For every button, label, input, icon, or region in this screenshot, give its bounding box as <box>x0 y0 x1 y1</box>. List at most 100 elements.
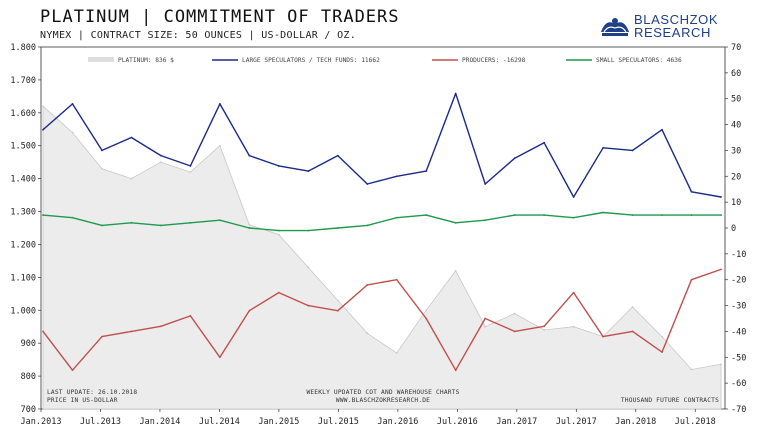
legend-label: PLATINUM: 836 $ <box>118 57 174 64</box>
data-point <box>101 167 103 170</box>
data-point <box>277 229 280 232</box>
y-right-tick-label: 0 <box>731 224 736 234</box>
data-point <box>720 214 722 216</box>
x-tick-label: Jan.2016 <box>377 417 418 427</box>
data-point <box>602 335 604 338</box>
y-left-tick-label: 1.200 <box>10 240 36 250</box>
data-point <box>720 363 722 366</box>
data-point <box>602 146 604 149</box>
data-point <box>572 216 575 219</box>
data-point <box>454 369 457 372</box>
x-tick-label: Jan.2017 <box>496 417 537 427</box>
data-point <box>366 283 369 286</box>
data-point <box>71 369 74 372</box>
data-point <box>42 105 44 108</box>
y-right-tick-label: -60 <box>731 379 746 389</box>
data-point <box>484 317 487 320</box>
data-point <box>130 330 133 333</box>
logo-line-1: BLASCHZOK <box>634 12 719 27</box>
data-point <box>661 335 663 338</box>
data-point <box>218 144 221 147</box>
data-point <box>572 325 575 328</box>
data-point <box>277 233 280 236</box>
y-left-tick-label: 1.700 <box>10 76 36 86</box>
data-point <box>277 165 280 167</box>
data-point <box>336 309 339 312</box>
y-left-tick-label: 1.000 <box>10 306 36 316</box>
data-point <box>484 183 487 185</box>
data-point <box>307 170 310 173</box>
data-point <box>513 330 516 333</box>
data-point <box>71 216 74 219</box>
data-point <box>395 216 398 219</box>
legend-label: PRODUCERS: -16298 <box>462 57 526 64</box>
y-left-tick-label: 700 <box>21 405 36 415</box>
x-tick-label: Jul.2016 <box>437 417 478 427</box>
data-point <box>218 102 221 105</box>
footer-last-update: LAST UPDATE: 26.10.2018 <box>47 389 137 396</box>
y-right-tick-label: 50 <box>731 95 741 105</box>
footer-weekly: WEEKLY UPDATED COT AND WAREHOUSE CHARTS <box>306 389 459 396</box>
data-point <box>454 221 457 224</box>
data-point <box>425 214 428 216</box>
y-left-tick-label: 1.600 <box>10 109 36 119</box>
y-right-tick-label: -20 <box>731 276 746 286</box>
data-point <box>336 299 339 302</box>
data-point <box>366 224 369 227</box>
data-point <box>425 317 428 320</box>
data-point <box>366 183 369 185</box>
data-point <box>513 214 516 216</box>
data-point <box>160 224 162 227</box>
data-point <box>71 131 74 134</box>
data-point <box>572 291 575 294</box>
x-tick-label: Jul.2017 <box>556 417 597 427</box>
data-point <box>218 356 221 359</box>
series-producers-line <box>42 268 722 371</box>
y-right-tick-label: 30 <box>731 146 741 156</box>
data-point <box>661 128 663 131</box>
data-point <box>395 278 398 281</box>
footer-units: THOUSAND FUTURE CONTRACTS <box>621 397 719 404</box>
data-point <box>543 141 546 144</box>
data-point <box>631 330 634 333</box>
data-point <box>366 332 369 335</box>
data-point <box>248 227 251 229</box>
chart-title: PLATINUM | COMMITMENT OF TRADERS <box>40 7 400 27</box>
legend-label: LARGE SPECULATORS / TECH FUNDS: 11662 <box>242 57 380 64</box>
y-left-tick-label: 1.400 <box>10 175 36 185</box>
y-right-tick-label: -30 <box>731 302 746 312</box>
data-point <box>602 211 604 214</box>
footer-website: WWW.BLASCHZOKRESEARCH.DE <box>336 397 430 404</box>
legend-swatch-platinum <box>88 57 114 62</box>
data-point <box>661 214 663 216</box>
data-point <box>130 221 133 224</box>
data-point <box>513 312 516 315</box>
data-point <box>189 221 192 224</box>
data-point <box>277 291 280 294</box>
x-tick-label: Jan.2014 <box>139 417 180 427</box>
logo-emblem-icon <box>601 18 629 36</box>
x-tick-label: Jul.2018 <box>675 417 716 427</box>
data-point <box>720 196 722 198</box>
data-point <box>661 351 663 354</box>
data-point <box>160 161 162 164</box>
data-point <box>720 268 722 271</box>
data-point <box>425 170 428 173</box>
y-left-tick-label: 1.300 <box>10 208 36 218</box>
x-tick-label: Jan.2018 <box>615 417 656 427</box>
data-point <box>395 175 398 178</box>
data-point <box>395 352 398 354</box>
data-point <box>160 154 162 157</box>
data-point <box>101 335 103 338</box>
data-point <box>690 190 693 193</box>
data-point <box>160 325 162 328</box>
data-point <box>543 329 546 331</box>
y-right-tick-label: 70 <box>731 43 741 53</box>
y-left-tick-label: 1.800 <box>10 43 36 53</box>
data-point <box>484 325 487 328</box>
logo-line-2: RESEARCH <box>634 25 712 40</box>
y-right-tick-label: -70 <box>731 405 746 415</box>
data-point <box>484 219 487 222</box>
data-point <box>307 229 310 232</box>
data-point <box>42 214 44 216</box>
